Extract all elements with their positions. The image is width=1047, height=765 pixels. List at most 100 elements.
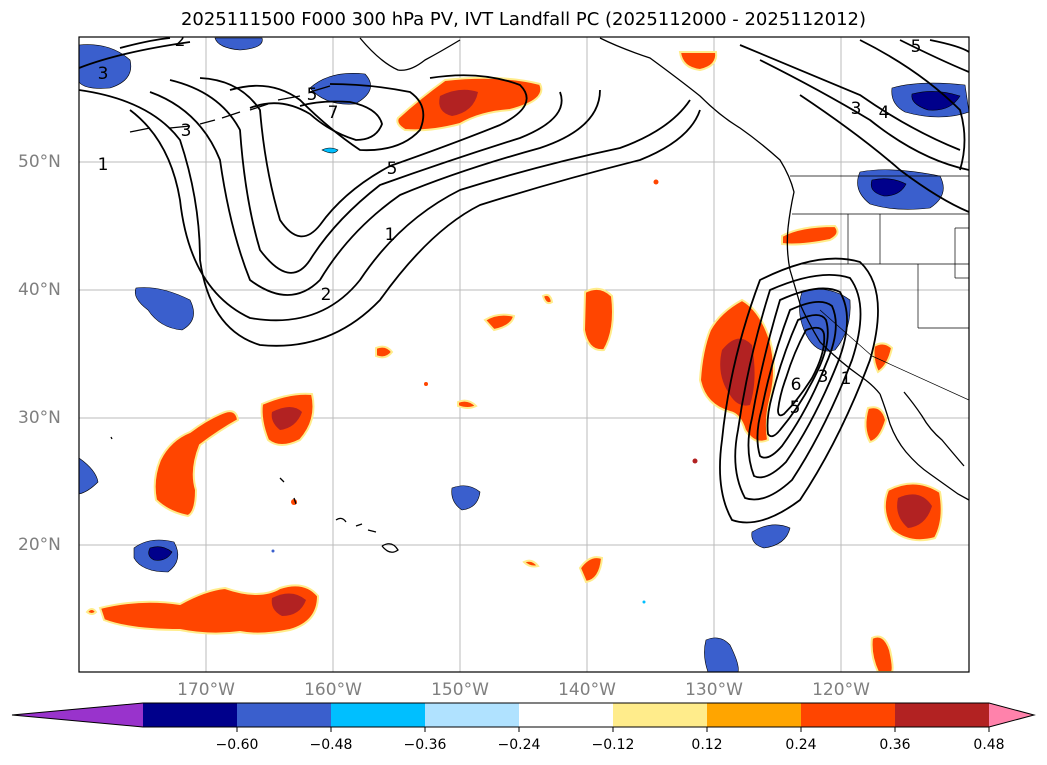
contour-7: [249, 100, 383, 141]
contour-ne-b: [759, 59, 969, 171]
ivt-contours: [79, 37, 969, 524]
colorbar-tick-label: 0.24: [785, 737, 817, 753]
contour-label: 1: [841, 369, 852, 389]
colorbar-tick-label: −0.36: [403, 737, 447, 753]
contour-ar-6: [777, 326, 826, 417]
pos-patch-baja: [864, 406, 888, 444]
contour-ar-5: [766, 314, 829, 438]
lat-label: 50°N: [18, 152, 61, 172]
map-background: [79, 37, 969, 672]
colorbar-tick-label: −0.12: [591, 737, 635, 753]
borders: [790, 175, 969, 401]
colorbar-tick-label: −0.24: [497, 737, 541, 753]
neg-patch-dot-2: [271, 549, 275, 553]
neg-patch-top-left: [214, 37, 263, 51]
pos-patch-small-b: [375, 345, 394, 359]
neg-patch-dot: [642, 600, 646, 604]
pos-patch-bottom-band: [98, 584, 320, 635]
contour-ar-1: [719, 257, 879, 524]
colorbar-tick-label: 0.36: [879, 737, 911, 753]
neg-patch-bottom: [704, 637, 739, 672]
pos-patch-south-c1: [578, 556, 604, 584]
lon-label: 160°W: [304, 680, 362, 700]
neg-patch-west-edge: [79, 457, 99, 495]
lat-label: 40°N: [18, 280, 61, 300]
coast-gulf-cali: [903, 391, 965, 467]
pos-patch-small-a: [483, 313, 516, 332]
contour-nw-1: [79, 41, 191, 69]
pos-patch-tiny-left: [85, 608, 98, 615]
neg-patch-midwest: [134, 287, 194, 331]
pos-patch-bottom-band-core: [271, 593, 306, 616]
contour-label: 3: [818, 367, 829, 387]
contour-2: [129, 99, 691, 322]
coast-dots: [110, 436, 297, 505]
colorbar-box: [237, 703, 332, 727]
contour-ar-4: [756, 300, 837, 459]
colorbar-box: [143, 703, 238, 727]
pos-patch-small-c: [541, 293, 554, 305]
pos-patch-se-core: [897, 494, 932, 528]
colorbar-tick-label: −0.48: [309, 737, 353, 753]
lat-label: 30°N: [18, 408, 61, 428]
colorbar-tick-label: 0.12: [691, 737, 723, 753]
contour-ne-f: [929, 39, 969, 53]
pos-patch-dot-3: [424, 382, 428, 386]
contour-3: [149, 89, 601, 296]
coast-canada-pnw: [599, 37, 795, 229]
neg-patch-sw-core: [148, 546, 173, 561]
lon-label: 170°W: [177, 680, 235, 700]
contour-6: [229, 83, 425, 152]
contour-label: 2: [321, 285, 332, 305]
pos-patch-dot-1: [653, 179, 659, 185]
neg-patch-gulf-ne-core: [911, 91, 961, 111]
contour-ne-c: [799, 94, 969, 213]
colorbar-tick-label: −0.60: [215, 737, 259, 753]
positive-pv-patches: [85, 51, 943, 672]
contour-label: 3: [98, 64, 109, 84]
pos-patch-mx-coast: [872, 342, 894, 374]
colorbar-extend-low: [12, 703, 143, 727]
colorbar-tick-label: 0.48: [973, 737, 1005, 753]
colorbar-box: [613, 703, 708, 727]
contour-label: 7: [328, 103, 339, 123]
contour-label: 5: [387, 159, 398, 179]
contour-label: 1: [385, 225, 396, 245]
contour-label: 3: [181, 121, 192, 141]
contour-label: 5: [307, 85, 318, 105]
pos-patch-pnw: [781, 224, 839, 246]
contour-ne-e: [859, 39, 966, 171]
pos-patch-central: [582, 287, 614, 352]
contour-label-group: 3 2 3 1 7 5 1 2 5 3 4 5 6 5 3 1: [98, 37, 922, 418]
colorbar-box: [801, 703, 896, 727]
contour-label: 5: [790, 398, 801, 418]
colorbar-outline: [11, 702, 1036, 728]
colorbar-box: [331, 703, 426, 727]
contour-ne-d: [899, 39, 969, 73]
colorbar-extend-high: [989, 703, 1034, 727]
neg-patch-bc-core: [870, 178, 907, 197]
colorbar-box: [707, 703, 802, 727]
coast-alaska-peninsula: [359, 37, 461, 71]
lon-label: 150°W: [431, 680, 489, 700]
lon-label: 140°W: [558, 680, 616, 700]
contour-nw-2: [119, 37, 171, 49]
contour-label: 4: [879, 103, 890, 123]
coast-baja: [879, 393, 969, 501]
colorbar-box: [425, 703, 520, 727]
pos-patch-bottom-right: [870, 635, 894, 672]
pos-patch-dot-2: [692, 458, 698, 464]
figure-title: 2025111500 F000 300 hPa PV, IVT Landfall…: [180, 9, 867, 30]
contour-1-outer: [79, 89, 701, 347]
pos-patch-long-sw: [153, 410, 240, 518]
pos-patch-south-c2: [522, 559, 540, 568]
colorbar-box: [895, 703, 990, 727]
colorbar-box: [519, 703, 614, 727]
map-frame: [78, 36, 970, 673]
contour-label: 1: [98, 155, 109, 175]
neg-patch-tropics-e: [751, 524, 791, 549]
coast-hawaii: [335, 517, 399, 553]
pos-patch-ak-gulf-core: [439, 89, 478, 116]
contour-ar-3: [747, 287, 848, 479]
